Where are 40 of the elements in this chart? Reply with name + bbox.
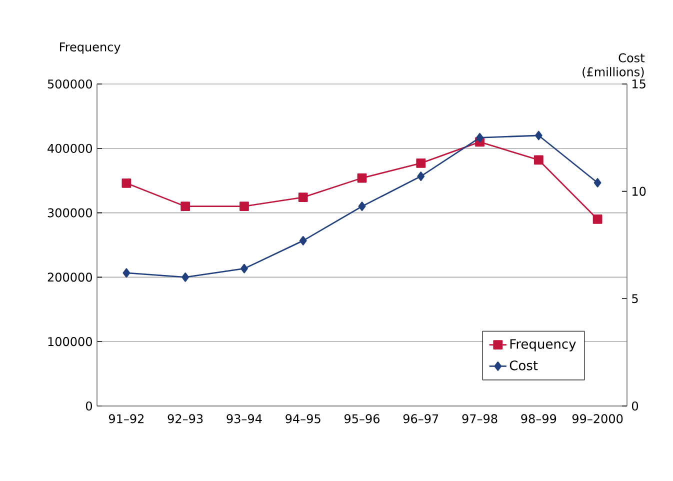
y-tick-label: 0: [86, 401, 92, 411]
point: [534, 130, 542, 140]
point: [182, 272, 190, 282]
y-axis-title: Frequency: [60, 42, 120, 54]
x-tick-label: 92–93: [168, 414, 203, 424]
x-tick-label: 97–98: [462, 414, 498, 424]
x-tick-label: 95–96: [344, 414, 380, 424]
y-tick-label: 300000: [48, 208, 92, 218]
y2-tick-label: 15: [632, 80, 646, 88]
y2-tick-label: 5: [632, 294, 638, 304]
point: [357, 173, 367, 183]
x-tick-label: 96–97: [403, 414, 438, 424]
x-tick-label: 94–95: [286, 414, 320, 424]
point: [122, 178, 132, 188]
point: [298, 192, 308, 202]
point: [122, 268, 130, 278]
point: [180, 202, 190, 212]
y-tick-label: 400000: [48, 144, 92, 153]
point: [299, 236, 307, 246]
point: [594, 178, 602, 188]
point: [240, 264, 248, 274]
point: [534, 155, 544, 165]
y-tick-label: 100000: [48, 337, 92, 346]
point: [417, 172, 425, 181]
x-tick-label: 91–92: [108, 414, 144, 424]
y-tick-label: 500000: [48, 79, 92, 89]
point: [592, 214, 602, 224]
legend-label: Cost: [510, 360, 538, 370]
legend-label: Frequency: [510, 339, 576, 352]
point: [358, 202, 366, 212]
x-tick-label: 99–2000: [572, 414, 623, 424]
x-tick-label: 98–99: [521, 414, 556, 424]
y2-axis-title: Cost (£millions): [582, 53, 645, 78]
x-tick-label: 93–94: [226, 414, 262, 424]
y2-tick-label: 10: [632, 186, 646, 196]
point: [476, 132, 484, 142]
y-tick-label: 200000: [48, 272, 92, 282]
y2-tick-label: 0: [632, 401, 638, 411]
point: [240, 202, 249, 212]
point: [416, 158, 426, 168]
